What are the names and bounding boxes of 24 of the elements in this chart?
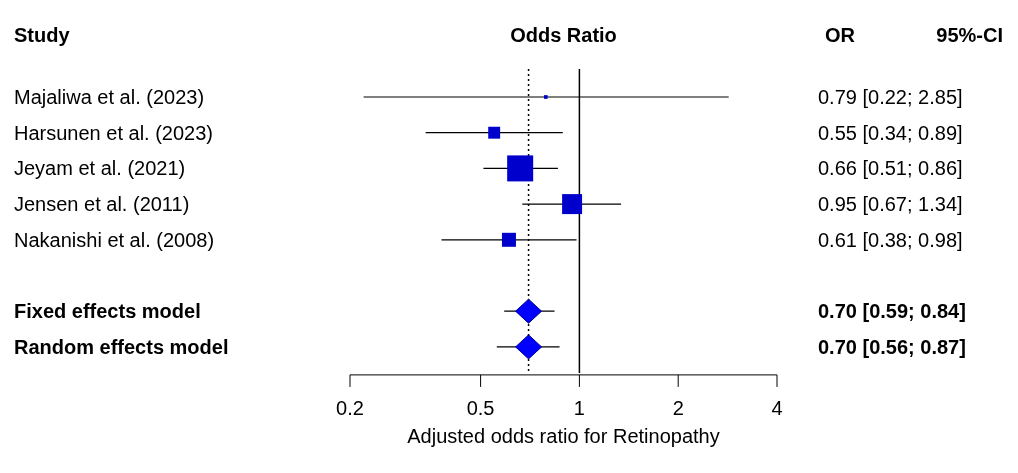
text: 0.70 [0.56; 0.87] xyxy=(818,335,966,358)
text: 0.70 [0.59; 0.84] xyxy=(818,300,966,323)
y-tick-label: Majaliwa et al. (2023) xyxy=(14,86,205,108)
text: OR xyxy=(825,24,856,46)
data-label: 0.61 [0.38; 0.98] xyxy=(818,228,963,251)
y-tick-label: Fixed effects model xyxy=(14,300,201,323)
data-label: 0.66 [0.51; 0.86] xyxy=(818,157,963,180)
x-tick-label: 0.2 xyxy=(336,396,364,419)
x-tick-label: 4 xyxy=(771,396,783,419)
y-axis-title: Study xyxy=(14,24,71,46)
chart-title: Odds Ratio xyxy=(510,24,617,46)
x-tick-label: 2 xyxy=(672,396,684,419)
y-tick-label: Jensen et al. (2011) xyxy=(14,193,190,216)
y-tick-label: Nakanishi et al. (2008) xyxy=(14,228,215,251)
text: 95%-CI xyxy=(936,24,1003,46)
x-tick-label: 1 xyxy=(573,396,585,419)
data-label: 0.55 [0.34; 0.89] xyxy=(818,121,963,144)
data-label: 0.95 [0.67; 1.34] xyxy=(818,193,963,216)
y-tick-label: Harsunen et al. (2023) xyxy=(14,121,214,144)
y-tick-label: Random effects model xyxy=(14,335,229,358)
data-label: 0.79 [0.22; 2.85] xyxy=(818,86,963,108)
x-tick-label: 0.5 xyxy=(466,396,495,419)
x-axis-title: Adjusted odds ratio for Retinopathy xyxy=(407,424,720,447)
y-tick-label: Jeyam et al. (2021) xyxy=(14,157,186,180)
